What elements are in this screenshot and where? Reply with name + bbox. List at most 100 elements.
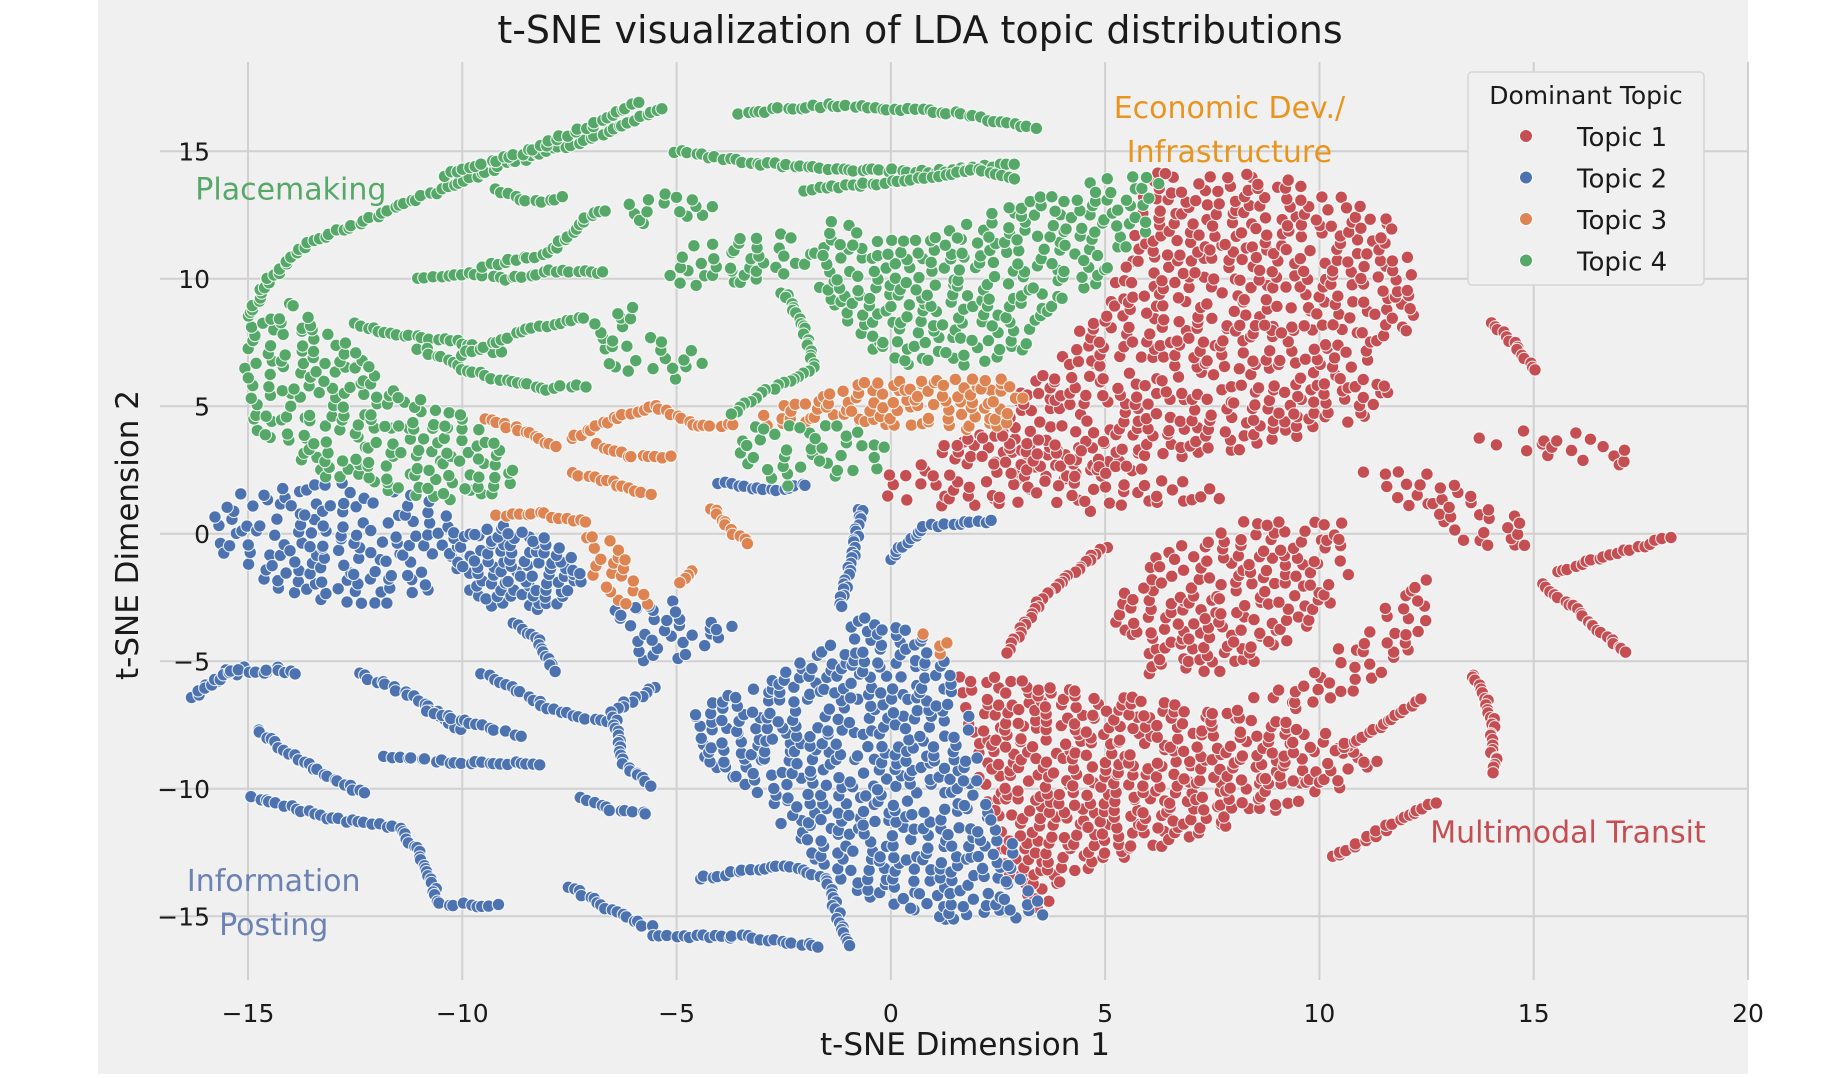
data-point — [846, 238, 860, 252]
data-point — [1279, 715, 1293, 730]
data-point — [1156, 446, 1170, 461]
data-point — [276, 327, 290, 342]
data-point — [982, 292, 996, 306]
data-point — [1463, 489, 1478, 504]
data-point — [1201, 441, 1215, 455]
data-point — [886, 798, 901, 813]
data-point — [1249, 221, 1263, 236]
data-point — [1124, 275, 1139, 290]
legend-marker — [1519, 170, 1533, 185]
data-point — [963, 449, 978, 464]
data-point — [1029, 486, 1044, 500]
legend-label: Topic 3 — [1576, 206, 1667, 236]
data-point — [1181, 654, 1196, 669]
data-point — [1354, 271, 1368, 286]
data-point — [1250, 729, 1264, 744]
data-point — [849, 226, 864, 240]
data-point — [1240, 167, 1254, 182]
data-point — [638, 807, 652, 821]
data-point — [362, 471, 376, 485]
data-point — [917, 805, 931, 819]
data-point — [830, 419, 844, 433]
data-point — [888, 256, 903, 271]
data-point — [1026, 281, 1040, 295]
data-point — [1343, 311, 1357, 325]
data-point — [1030, 229, 1045, 244]
data-point — [458, 482, 472, 496]
data-point — [787, 695, 801, 709]
data-point — [346, 567, 361, 582]
data-point — [1216, 334, 1230, 348]
data-point — [1164, 569, 1179, 584]
data-point — [1528, 363, 1542, 377]
data-point — [1442, 500, 1456, 515]
data-point — [819, 778, 834, 793]
data-point — [491, 897, 506, 912]
data-point — [515, 525, 529, 539]
data-point — [1068, 863, 1082, 878]
data-point — [645, 633, 659, 647]
data-point — [673, 276, 687, 290]
data-point — [836, 384, 850, 399]
y-tick-label: 15 — [178, 137, 210, 166]
data-point — [1307, 342, 1322, 357]
data-point — [1138, 215, 1153, 229]
data-point — [1169, 755, 1183, 769]
data-point — [1044, 299, 1059, 314]
data-point — [1267, 379, 1281, 393]
data-point — [850, 425, 865, 440]
data-point — [537, 531, 551, 545]
data-point — [1348, 660, 1362, 675]
data-point — [442, 406, 456, 420]
data-point — [1067, 469, 1082, 484]
data-point — [880, 489, 895, 503]
data-point — [1126, 290, 1140, 304]
data-point — [1100, 172, 1115, 186]
data-point — [998, 455, 1013, 470]
data-point — [1150, 718, 1164, 733]
data-point — [1201, 535, 1216, 550]
data-point — [935, 318, 950, 332]
data-point — [1144, 626, 1158, 640]
data-point — [1385, 254, 1400, 268]
data-point — [1230, 703, 1245, 718]
data-point — [1188, 193, 1203, 208]
data-point — [1021, 884, 1035, 898]
data-point — [914, 477, 928, 491]
data-point — [428, 403, 443, 418]
data-point — [900, 794, 915, 808]
data-point — [1303, 740, 1318, 755]
data-point — [970, 825, 985, 839]
data-point — [487, 436, 501, 450]
data-point — [1380, 479, 1394, 494]
data-point — [241, 557, 256, 571]
data-point — [1025, 739, 1040, 754]
data-point — [418, 578, 433, 592]
data-point — [442, 468, 456, 483]
y-tick-label: −10 — [157, 775, 210, 804]
data-point — [501, 574, 515, 589]
data-point — [1004, 674, 1018, 689]
data-point — [573, 566, 587, 581]
data-point — [1217, 359, 1232, 374]
data-point — [887, 850, 901, 865]
data-point — [1284, 301, 1298, 315]
data-point — [634, 919, 649, 933]
data-point — [532, 758, 547, 772]
data-point — [280, 427, 295, 441]
data-point — [368, 596, 382, 610]
data-point — [1097, 846, 1112, 860]
data-point — [598, 204, 612, 218]
data-point — [1079, 748, 1094, 763]
data-point — [1291, 794, 1306, 809]
data-point — [926, 740, 941, 754]
data-point — [1125, 335, 1140, 349]
data-point — [253, 519, 267, 533]
data-point — [1273, 353, 1287, 368]
data-point — [406, 415, 420, 430]
data-point — [1391, 465, 1406, 479]
data-point — [1403, 301, 1417, 316]
data-point — [909, 283, 923, 297]
data-point — [405, 585, 419, 600]
data-point — [800, 833, 815, 847]
